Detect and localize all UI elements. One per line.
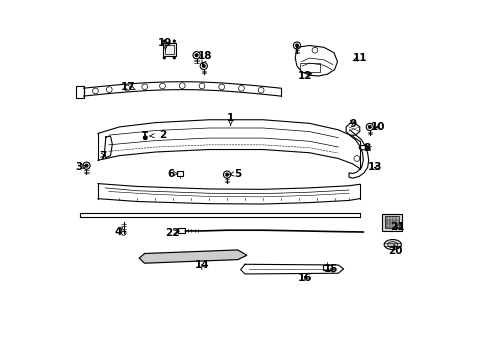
Text: 17: 17 [121,82,136,92]
Text: 5: 5 [230,168,242,179]
Text: 15: 15 [324,264,338,274]
Text: 13: 13 [368,162,382,172]
Circle shape [85,164,88,167]
Circle shape [173,40,176,42]
Circle shape [368,125,371,129]
Circle shape [163,56,166,59]
Text: 11: 11 [352,53,367,63]
Circle shape [195,53,198,57]
Circle shape [295,44,299,47]
Text: 14: 14 [195,260,209,270]
Text: 7: 7 [99,150,107,161]
Text: 2: 2 [149,130,166,140]
Text: 12: 12 [298,71,313,81]
FancyBboxPatch shape [382,214,402,231]
Circle shape [144,136,147,139]
Text: 20: 20 [389,244,403,256]
Circle shape [202,64,205,68]
Text: 19: 19 [158,38,172,50]
FancyBboxPatch shape [385,216,399,228]
Circle shape [173,56,176,59]
Polygon shape [139,250,247,263]
FancyBboxPatch shape [163,42,176,56]
Ellipse shape [384,239,401,249]
Text: 6: 6 [168,168,178,179]
Text: 10: 10 [370,122,385,132]
Text: 21: 21 [390,222,405,232]
Text: 22: 22 [165,228,180,238]
Text: 9: 9 [349,120,356,129]
Text: 18: 18 [198,51,213,64]
Text: 16: 16 [298,273,313,283]
Text: 4: 4 [114,227,123,237]
Circle shape [225,173,229,176]
Ellipse shape [388,242,398,247]
Text: 8: 8 [363,143,371,153]
Circle shape [163,40,166,42]
Text: 1: 1 [227,113,234,125]
Text: 3: 3 [75,162,86,172]
